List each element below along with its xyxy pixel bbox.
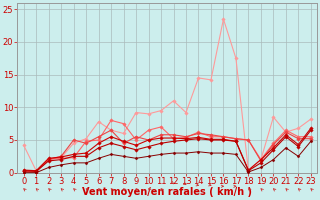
X-axis label: Vent moyen/en rafales ( km/h ): Vent moyen/en rafales ( km/h ) xyxy=(82,187,252,197)
